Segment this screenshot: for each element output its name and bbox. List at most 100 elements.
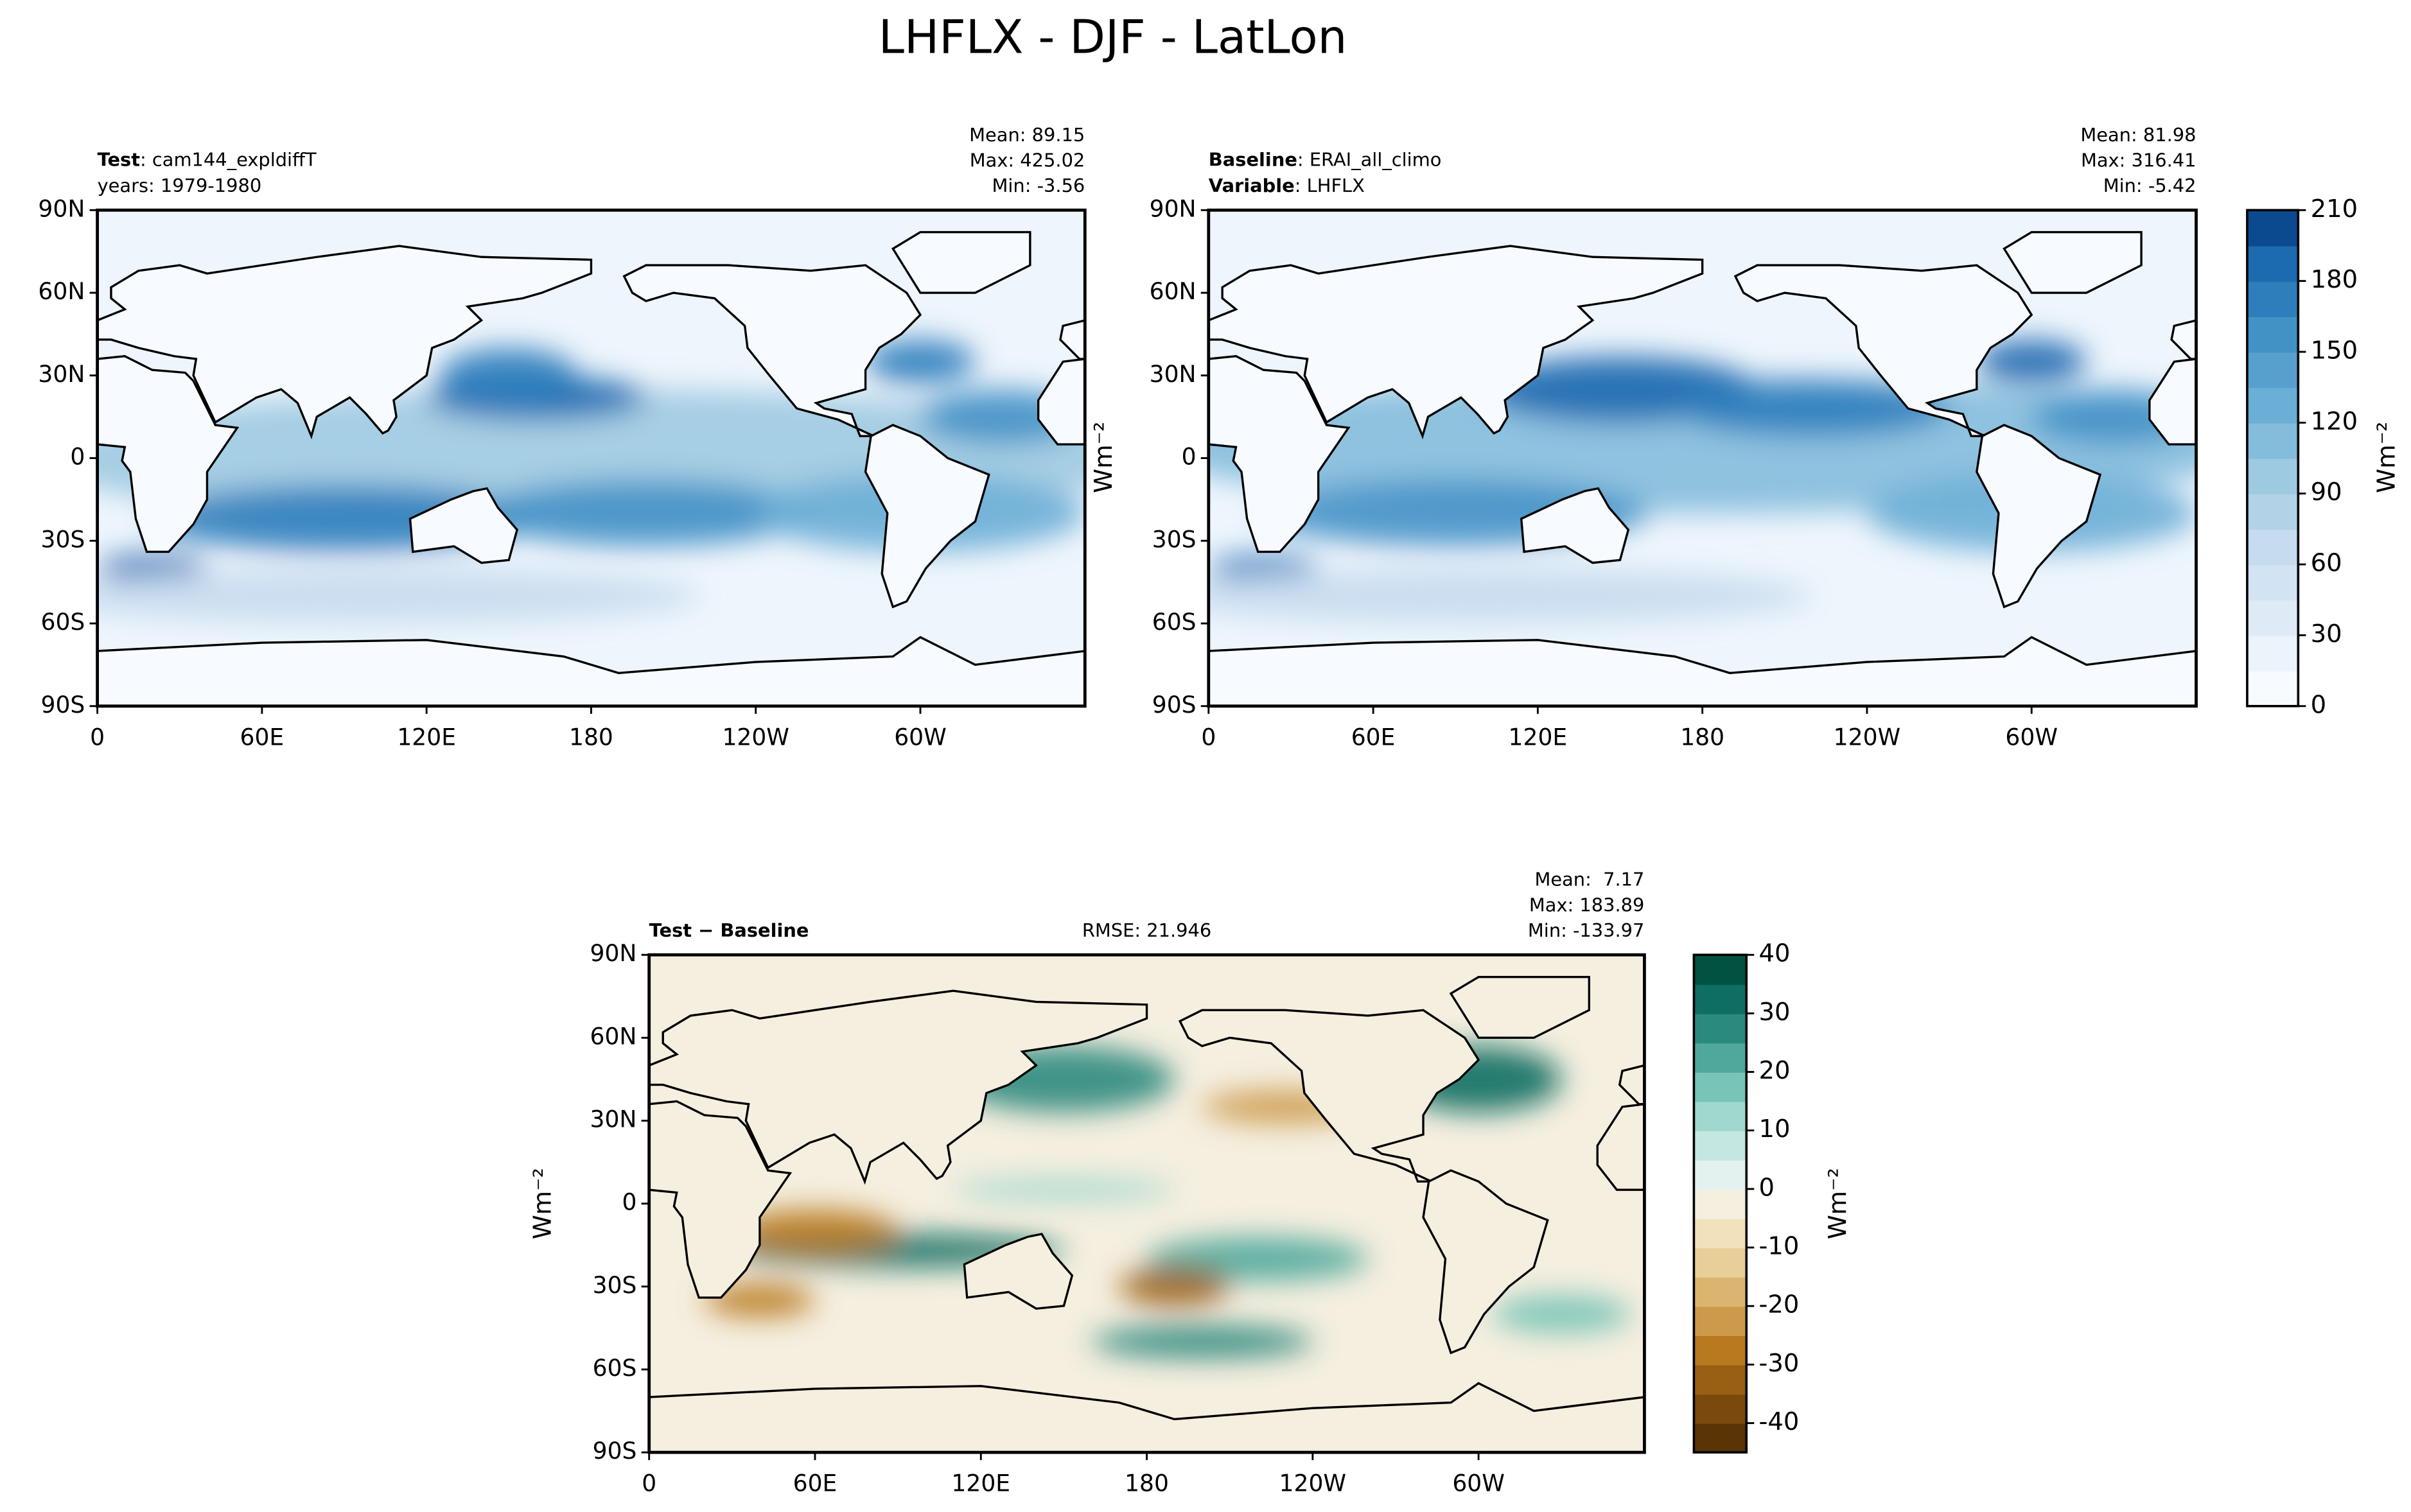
colorbar-level (2247, 493, 2299, 530)
map-field (97, 210, 1085, 706)
x-tick-label: 60E (793, 1470, 837, 1497)
field-patch (704, 1283, 815, 1317)
x-tick-label: 120W (1834, 724, 1901, 751)
colorbar-level (1694, 1042, 1747, 1073)
field-patch (1492, 1294, 1631, 1334)
x-tick-label: 60E (1351, 724, 1396, 751)
y-tick-label: 60S (593, 1355, 637, 1382)
y-tick-label: 0 (622, 1189, 636, 1216)
header-part: Variable (1209, 175, 1295, 196)
coastline (1208, 245, 1704, 440)
x-tick-label: 0 (642, 1470, 656, 1497)
panel-stat: Max: 425.02 (970, 149, 1085, 171)
colorbar-tick-label: 60 (2311, 549, 2342, 578)
field-patch (953, 1178, 1175, 1201)
colorbar-label: Wm⁻² (2372, 422, 2401, 493)
y-tick-label: 60S (1152, 609, 1197, 636)
panel-stat: Mean: 7.17 (1534, 869, 1644, 891)
header-part: : LHFLX (1295, 175, 1365, 196)
x-tick-label: 120E (1509, 724, 1568, 751)
colorbar-tick-label: 0 (1758, 1173, 1774, 1202)
coastline (2148, 358, 2196, 446)
x-tick-label: 120W (722, 724, 789, 751)
colorbar-level (1694, 1247, 1747, 1278)
y-tick-label: 60N (1150, 278, 1197, 305)
map-panel: 0 60E 120E 180 120W 60W 90S 60S 30S 0 30N 60N 90N Tes… (38, 124, 1087, 751)
colorbar-level (2247, 635, 2299, 672)
colorbar-level (2247, 422, 2299, 459)
header-part: Test (98, 148, 141, 170)
colorbar-level (1694, 1393, 1747, 1424)
header-part: Test − Baseline (649, 919, 809, 941)
y-tick-label: 0 (70, 444, 85, 471)
map-panel: 0 60E 120E 180 120W 60W 90S 60S 30S 0 30N 60N 90N Bas… (1089, 124, 2401, 751)
coastline (97, 636, 1085, 706)
colorbar-level (1694, 1364, 1747, 1395)
panel-stat: Min: -3.56 (992, 175, 1085, 196)
panel-stat: Min: -5.42 (2103, 175, 2196, 196)
y-axis-label: Wm⁻² (1089, 422, 1118, 493)
coastline (97, 245, 593, 440)
colorbar-level (1694, 955, 1747, 986)
field-patch (481, 480, 811, 546)
colorbar-level (1694, 1306, 1747, 1336)
coastline (649, 1382, 1645, 1453)
coastline (1208, 636, 2196, 706)
panel-stat: Max: 316.41 (2081, 149, 2196, 171)
y-tick-label: 30N (590, 1106, 637, 1133)
x-tick-label: 60W (894, 724, 947, 751)
colorbar-tick-label: 40 (1758, 939, 1790, 968)
y-tick-label: 60N (590, 1023, 637, 1050)
colorbar-tick-label: 20 (1758, 1056, 1790, 1085)
colorbar-level (1694, 1013, 1747, 1044)
x-tick-label: 60W (2005, 724, 2058, 751)
colorbar-tick-label: -30 (1758, 1349, 1799, 1378)
coastline (649, 1100, 793, 1299)
colorbar-tick-label: 90 (2311, 478, 2342, 507)
field-patch (1208, 568, 1812, 624)
colorbar-level (1694, 1335, 1747, 1366)
x-tick-label: 120E (951, 1470, 1010, 1497)
colorbar-tick-label: -20 (1758, 1290, 1799, 1319)
y-tick-label: 90N (38, 195, 85, 222)
x-tick-label: 0 (1201, 724, 1216, 751)
colorbar-tick-label: -40 (1758, 1407, 1799, 1436)
coastline (1618, 1064, 1645, 1106)
x-tick-label: 0 (90, 724, 105, 751)
colorbar-level (2247, 670, 2299, 707)
colorbar-level (1694, 984, 1747, 1014)
coastline (649, 989, 1148, 1185)
panel-header: Variable: LHFLX (1209, 175, 1365, 196)
coastline (1208, 355, 1351, 553)
field-patch (732, 1209, 899, 1254)
x-tick-label: 180 (569, 724, 613, 751)
field-patch (865, 339, 976, 384)
colorbar-tick-label: 30 (1758, 998, 1790, 1027)
x-tick-label: 60E (240, 724, 285, 751)
coastline (97, 355, 240, 553)
colorbar-level (2247, 281, 2299, 318)
coastline (1733, 264, 2033, 437)
coastline (891, 230, 1031, 294)
coastline (1596, 1102, 1645, 1191)
colorbar-level (1694, 1160, 1747, 1190)
panel-stat: Mean: 89.15 (969, 124, 1085, 146)
coastline (1976, 424, 2102, 609)
panel-center-text: RMSE: 21.946 (1082, 919, 1211, 941)
colorbar-level (2247, 245, 2299, 282)
y-tick-label: 30S (41, 526, 85, 553)
colorbar-frame (2246, 209, 2300, 708)
colorbar-tick-label: 180 (2311, 265, 2358, 294)
figure-title: LHFLX - DJF - LatLon (879, 11, 1347, 65)
coastline (1059, 319, 1085, 360)
y-tick-label: 90S (1152, 691, 1197, 718)
colorbar-frame (1692, 953, 1748, 1454)
coastline (1520, 487, 1630, 564)
colorbar-level (1694, 1423, 1747, 1454)
x-tick-label: 180 (1680, 724, 1724, 751)
colorbar-tick-label: 210 (2311, 195, 2358, 223)
panel-header: Test: cam144_expldiffT (98, 148, 317, 170)
field-patch (1976, 339, 2087, 384)
field-patch (1091, 1325, 1313, 1359)
